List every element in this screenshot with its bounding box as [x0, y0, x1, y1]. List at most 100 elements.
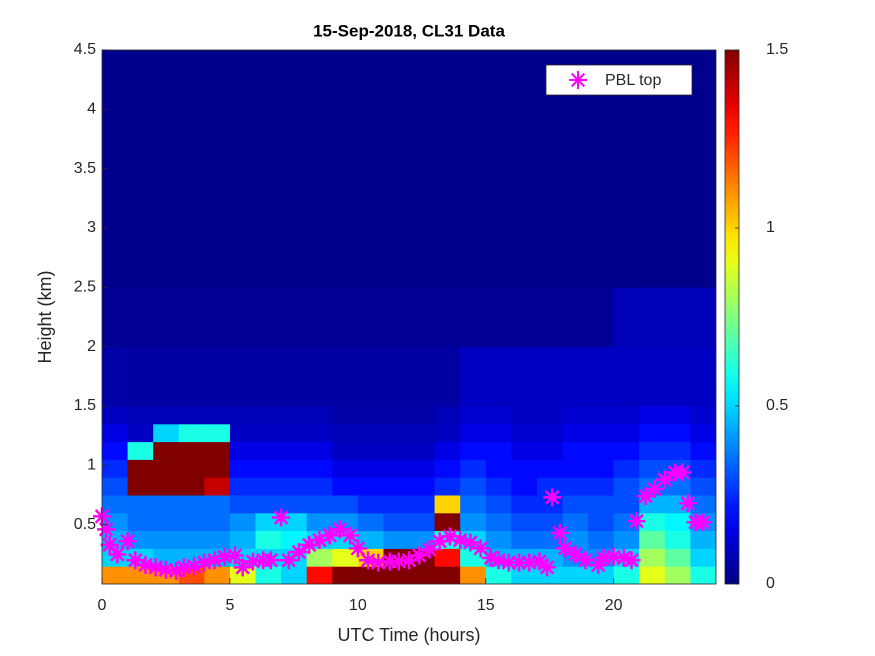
heatmap-cell [562, 495, 589, 514]
heatmap-cell [127, 346, 154, 407]
legend: PBL top [545, 64, 693, 96]
heatmap-cell [511, 50, 538, 288]
pbl-markers [93, 463, 713, 580]
pbl-marker [205, 551, 224, 570]
y-tick-label: 4.5 [74, 41, 96, 58]
heatmap-cell [485, 287, 512, 348]
heatmap-cell [664, 548, 691, 567]
heatmap-cell [332, 406, 359, 425]
heatmap-cell [178, 459, 205, 478]
heatmap-cell [639, 530, 666, 549]
pbl-marker [156, 560, 175, 579]
y-tick-label: 1 [87, 457, 96, 474]
pbl-marker [556, 539, 575, 558]
heatmap-cell [434, 287, 461, 348]
heatmap-cell [511, 441, 538, 460]
heatmap-cell [664, 441, 691, 460]
heatmap-cell [127, 406, 154, 425]
pbl-marker [461, 533, 480, 552]
heatmap-cell [434, 512, 461, 532]
heatmap-cell [588, 441, 615, 460]
colorbar-tick-label: 0.5 [766, 397, 788, 414]
heatmap-cell [383, 459, 410, 478]
heatmap-cell [690, 495, 716, 514]
heatmap-cell [178, 477, 205, 496]
heatmap-cell [613, 477, 640, 496]
heatmap-cell [485, 495, 512, 514]
pbl-marker [146, 558, 165, 577]
heatmap-cell [357, 406, 384, 425]
pbl-marker [389, 552, 408, 571]
colorbar-tick-label: 0 [766, 575, 775, 592]
heatmap-cell [409, 566, 436, 584]
heatmap-cell [613, 530, 640, 549]
heatmap-cell [229, 530, 256, 549]
heatmap-cell [485, 423, 512, 443]
heatmap-cell [229, 50, 256, 288]
y-tick-label: 3.5 [74, 160, 96, 177]
heatmap-cell [357, 459, 384, 478]
heatmap-cell [690, 548, 716, 567]
pbl-marker [310, 531, 329, 550]
heatmap-cell [281, 287, 308, 348]
heatmap-cell [204, 423, 231, 443]
heatmap-cell [460, 50, 487, 288]
heatmap-cell [255, 423, 282, 443]
heatmap-cell [434, 477, 461, 496]
heatmap-cell [255, 50, 282, 288]
heatmap-cell [485, 512, 512, 532]
pbl-marker [481, 548, 500, 567]
heatmap-cell [562, 566, 589, 584]
heatmap-cell [229, 287, 256, 348]
heatmap-cell [357, 441, 384, 460]
pbl-marker [300, 535, 319, 554]
heatmap-cell [306, 477, 333, 496]
heatmap-cell [639, 512, 666, 532]
heatmap-cell [588, 495, 615, 514]
pbl-marker [348, 539, 367, 558]
pbl-marker [97, 520, 116, 539]
heatmap-cell [536, 406, 563, 425]
pbl-marker [420, 540, 439, 559]
heatmap-cell [204, 512, 231, 532]
heatmap-cell [281, 50, 308, 288]
heatmap-cell [639, 287, 666, 348]
heatmap-cell [588, 530, 615, 549]
heatmap-cell [562, 477, 589, 496]
heatmap-cell [460, 406, 487, 425]
pbl-marker [226, 546, 245, 565]
pbl-marker [550, 523, 569, 542]
colorbar [724, 49, 740, 585]
heatmap-cell [613, 406, 640, 425]
heatmap-cell [485, 406, 512, 425]
heatmap-cell [229, 423, 256, 443]
heatmap-cell [153, 459, 180, 478]
heatmap-cell [613, 459, 640, 478]
y-tick-label: 3 [87, 219, 96, 236]
heatmap-cell [511, 287, 538, 348]
heatmap-cell [229, 495, 256, 514]
heatmap-cell [102, 287, 129, 348]
heatmap-cell [153, 287, 180, 348]
legend-label: PBL top [605, 72, 661, 89]
heatmap-cell [332, 459, 359, 478]
pbl-marker [440, 527, 459, 546]
pbl-marker [499, 553, 518, 572]
heatmap-cell [409, 287, 436, 348]
heatmap-cell [383, 346, 410, 407]
heatmap-cell [281, 441, 308, 460]
heatmap-cell [639, 566, 666, 584]
pbl-marker [538, 558, 557, 577]
heatmap-cell [639, 406, 666, 425]
heatmap-cell [332, 423, 359, 443]
heatmap-cell [511, 512, 538, 532]
heatmap-cell [178, 406, 205, 425]
heatmap-cell [460, 477, 487, 496]
heatmap-cell [690, 406, 716, 425]
pbl-marker [279, 551, 298, 570]
heatmap-cell [127, 495, 154, 514]
heatmap-cell [409, 423, 436, 443]
heatmap-cell [460, 459, 487, 478]
heatmap-cell [332, 287, 359, 348]
